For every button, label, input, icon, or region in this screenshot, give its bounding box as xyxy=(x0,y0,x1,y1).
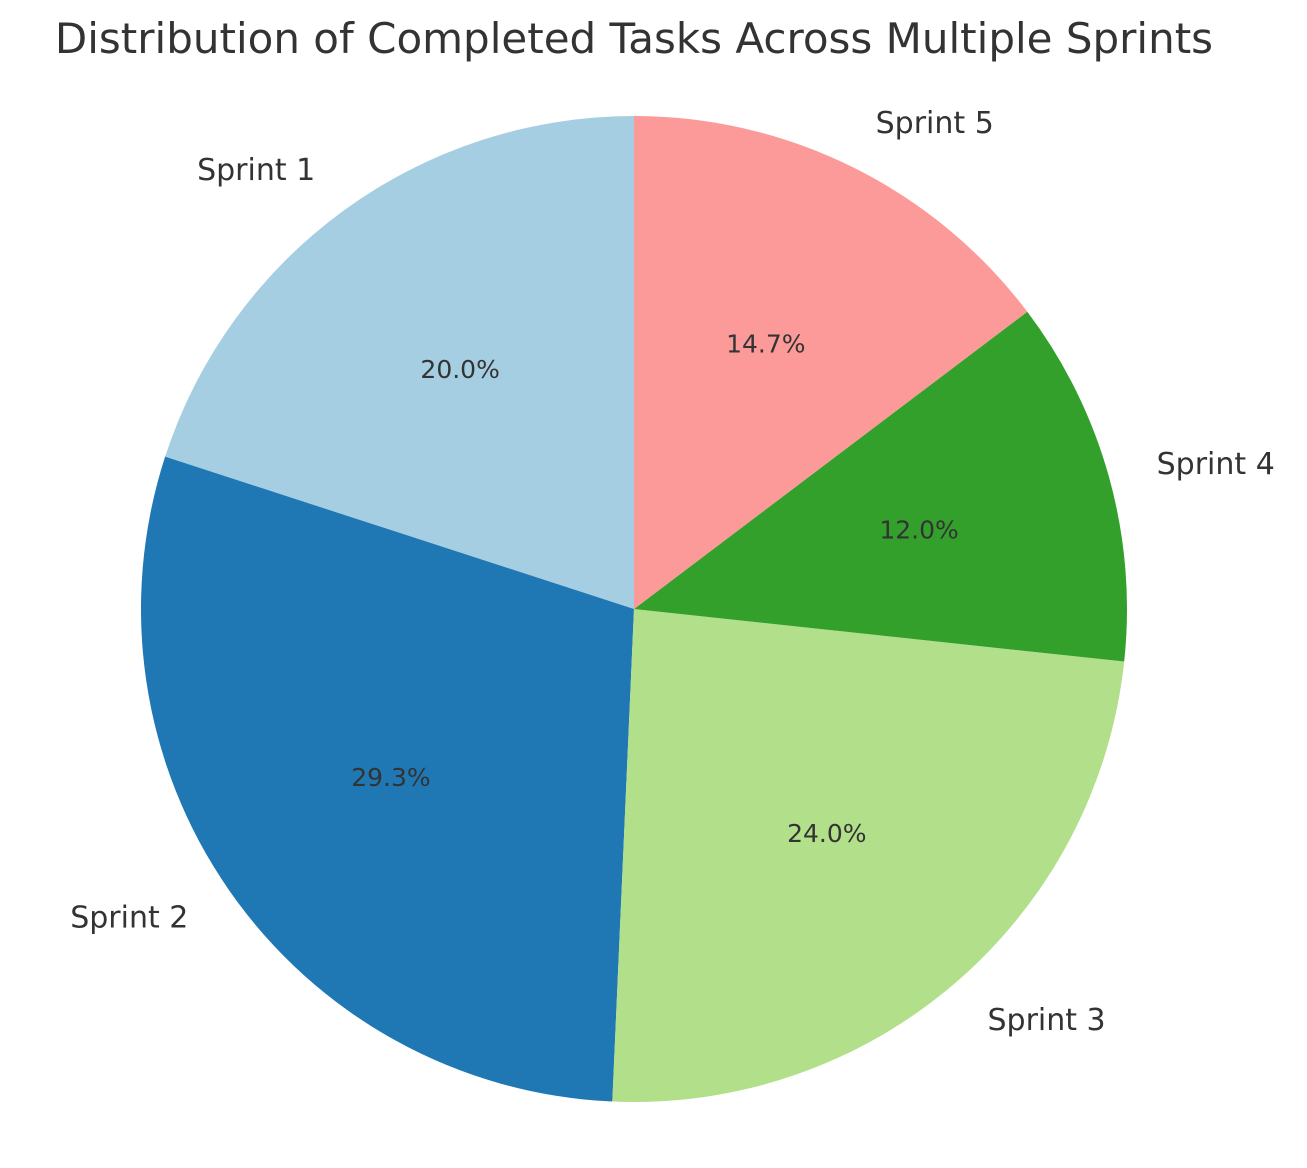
slice-label-sprint-5: Sprint 5 xyxy=(876,106,994,141)
slice-label-sprint-1: Sprint 1 xyxy=(197,153,315,188)
chart-title: Distribution of Completed Tasks Across M… xyxy=(54,14,1214,63)
percent-label-sprint-3: 24.0% xyxy=(787,819,866,848)
pie-slice-sprint-2 xyxy=(141,456,635,1102)
percent-label-sprint-2: 29.3% xyxy=(351,763,430,792)
pie-slice-sprint-4 xyxy=(634,311,1127,662)
slice-label-sprint-3: Sprint 3 xyxy=(987,1003,1105,1038)
slices-layer xyxy=(141,116,1127,1102)
percent-label-sprint-1: 20.0% xyxy=(420,355,499,384)
percent-label-sprint-5: 14.7% xyxy=(726,330,805,359)
pie-slice-sprint-1 xyxy=(165,116,634,609)
percent-label-sprint-4: 12.0% xyxy=(879,516,958,545)
pie-slice-sprint-5 xyxy=(634,116,1028,609)
labels-layer: 20.0% Sprint 1 29.3% Sprint 2 24.0% Sprint 3 1… xyxy=(70,106,1275,1038)
slice-label-sprint-4: Sprint 4 xyxy=(1157,447,1275,482)
pie-slice-sprint-3 xyxy=(612,609,1125,1102)
slice-label-sprint-2: Sprint 2 xyxy=(70,901,188,936)
